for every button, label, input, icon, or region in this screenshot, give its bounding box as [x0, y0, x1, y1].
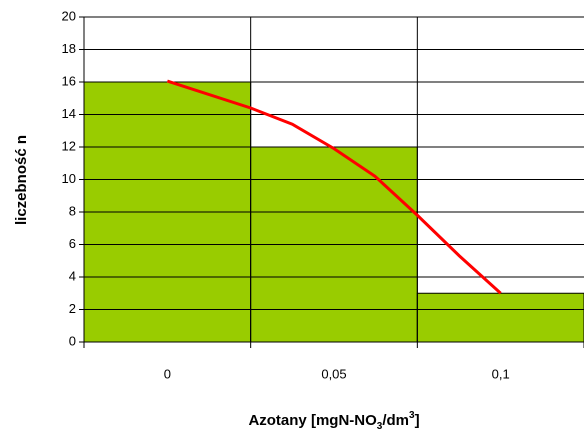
- x-title-sup: 3: [409, 410, 415, 421]
- y-tick-label: 18: [62, 41, 76, 56]
- y-tick-label: 6: [69, 236, 76, 251]
- y-tick-label: 16: [62, 73, 76, 88]
- x-tick-label: 0,05: [321, 366, 346, 381]
- y-tick-label: 8: [69, 203, 76, 218]
- y-tick-label: 0: [69, 333, 76, 348]
- x-tick-label: 0,1: [492, 366, 510, 381]
- x-title-part: /dm: [382, 412, 409, 429]
- y-tick-label: 14: [62, 106, 76, 121]
- x-axis-title: Azotany [mgN-NO3/dm3]: [248, 410, 419, 432]
- y-tick-label: 10: [62, 171, 76, 186]
- y-tick-label: 2: [69, 301, 76, 316]
- y-tick-label: 4: [69, 268, 76, 283]
- y-axis-title: liczebność n: [13, 135, 30, 225]
- y-tick-label: 12: [62, 138, 76, 153]
- y-tick-label: 20: [62, 8, 76, 23]
- bar: [416, 292, 584, 343]
- x-title-part: ]: [415, 412, 420, 429]
- trend-line: [166, 79, 502, 295]
- x-tick-label: 0: [164, 366, 171, 381]
- x-title-part: Azotany [mgN-NO: [248, 412, 377, 429]
- x-title-sub: 3: [377, 421, 383, 432]
